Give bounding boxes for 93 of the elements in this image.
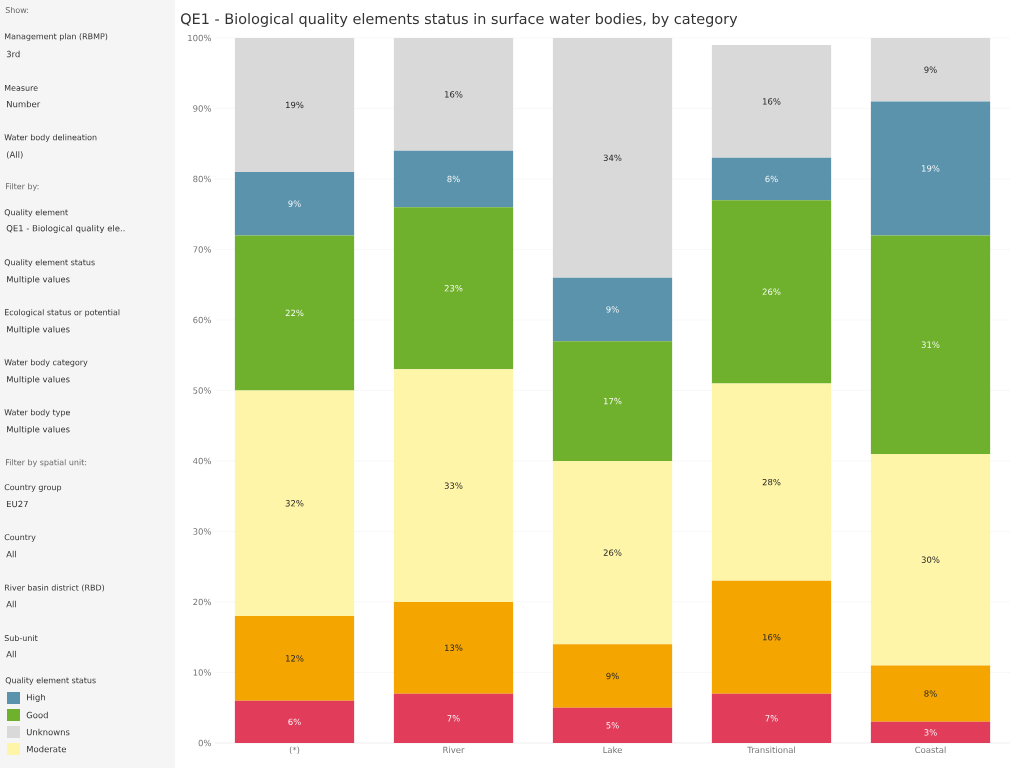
bar [393,150,514,208]
y-tick-label: 10% [193,669,212,676]
bar [234,37,355,172]
data-label: 7% [447,715,460,722]
bar [870,235,991,454]
data-label: 12% [286,655,304,662]
bar [552,644,673,708]
text: All [6,600,16,608]
legend-label: Good [26,711,48,719]
data-label: 9% [606,306,619,313]
y-tick-label: 0% [198,739,212,747]
data-label: 16% [763,634,781,641]
bar [234,616,355,701]
data-label: 26% [762,288,781,295]
text: Multiple values [7,425,70,435]
data-label: 16% [445,91,463,98]
bar [552,707,673,743]
data-label: 26% [603,549,622,556]
data-label: 30% [921,556,940,563]
bar [711,383,832,581]
y-tick-label: 90% [193,105,212,112]
data-label: 9% [606,672,619,680]
data-label: 19% [922,165,940,172]
bar [711,580,832,694]
text: QE1 - Biological quality ele.. [6,224,125,234]
legend-label: High [27,693,45,703]
y-tick-label: 40% [193,457,212,465]
data-label: 8% [447,175,460,183]
bar [711,200,832,384]
x-tick-label: Lake [603,746,622,754]
bar [552,460,673,645]
text: 3rd [6,50,20,58]
data-label: 6% [288,718,301,726]
data-label: 23% [444,285,463,292]
data-label: 22% [285,309,304,317]
bar [870,721,991,743]
bar [393,601,514,694]
data-label: 16% [763,98,781,105]
bar [552,277,673,342]
data-label: 9% [924,66,937,73]
bar [711,693,832,743]
bar [393,37,514,151]
text: All [6,650,16,658]
bar [552,37,673,278]
text: Multiple values [7,375,70,385]
bar [234,171,355,236]
data-label: 9% [288,200,301,207]
data-label: 31% [921,341,940,348]
text: (All) [6,151,23,159]
text: Multiple values [7,325,70,335]
data-label: 8% [924,690,937,697]
x-tick-label: (*) [289,746,300,755]
legend-label: Moderate [27,745,67,753]
text: All [6,550,16,558]
bar [393,369,514,602]
x-tick-label: Transitional [747,746,795,754]
bar [393,693,514,743]
legend-label: Unknowns [26,728,70,736]
bar [552,341,673,461]
data-label: 13% [445,644,463,652]
y-tick-label: 70% [193,246,212,253]
y-tick-label: 100% [188,34,212,42]
x-tick-label: River [443,746,465,754]
y-tick-label: 60% [193,316,212,324]
bar [870,101,991,236]
bar [870,37,991,102]
bar [711,157,832,201]
text: Multiple values [7,275,70,285]
y-tick-label: 50% [193,387,212,394]
data-label: 6% [765,175,778,183]
data-label: 33% [444,482,463,489]
bar [234,390,355,617]
data-label: 34% [603,154,622,162]
y-tick-label: 80% [193,175,212,183]
data-label: 5% [606,722,619,729]
data-label: 17% [604,397,622,405]
y-tick-label: 20% [193,598,212,606]
y-tick-label: 30% [193,528,212,535]
data-label: 28% [762,478,781,486]
data-label: 7% [765,715,778,722]
x-tick-label: Coastal [915,746,946,754]
bar [393,207,514,370]
chart-title: QE1 - Biological quality elements status in surface water bodies, by category [181,12,738,27]
bar [234,700,355,743]
text: Number [7,100,41,108]
data-label: 32% [285,500,304,507]
bar [711,45,832,158]
data-label: 19% [286,101,304,109]
bar [870,665,991,722]
bar [234,235,355,391]
data-label: 3% [924,729,937,736]
text: EU27 [7,500,28,508]
bar [870,453,991,666]
